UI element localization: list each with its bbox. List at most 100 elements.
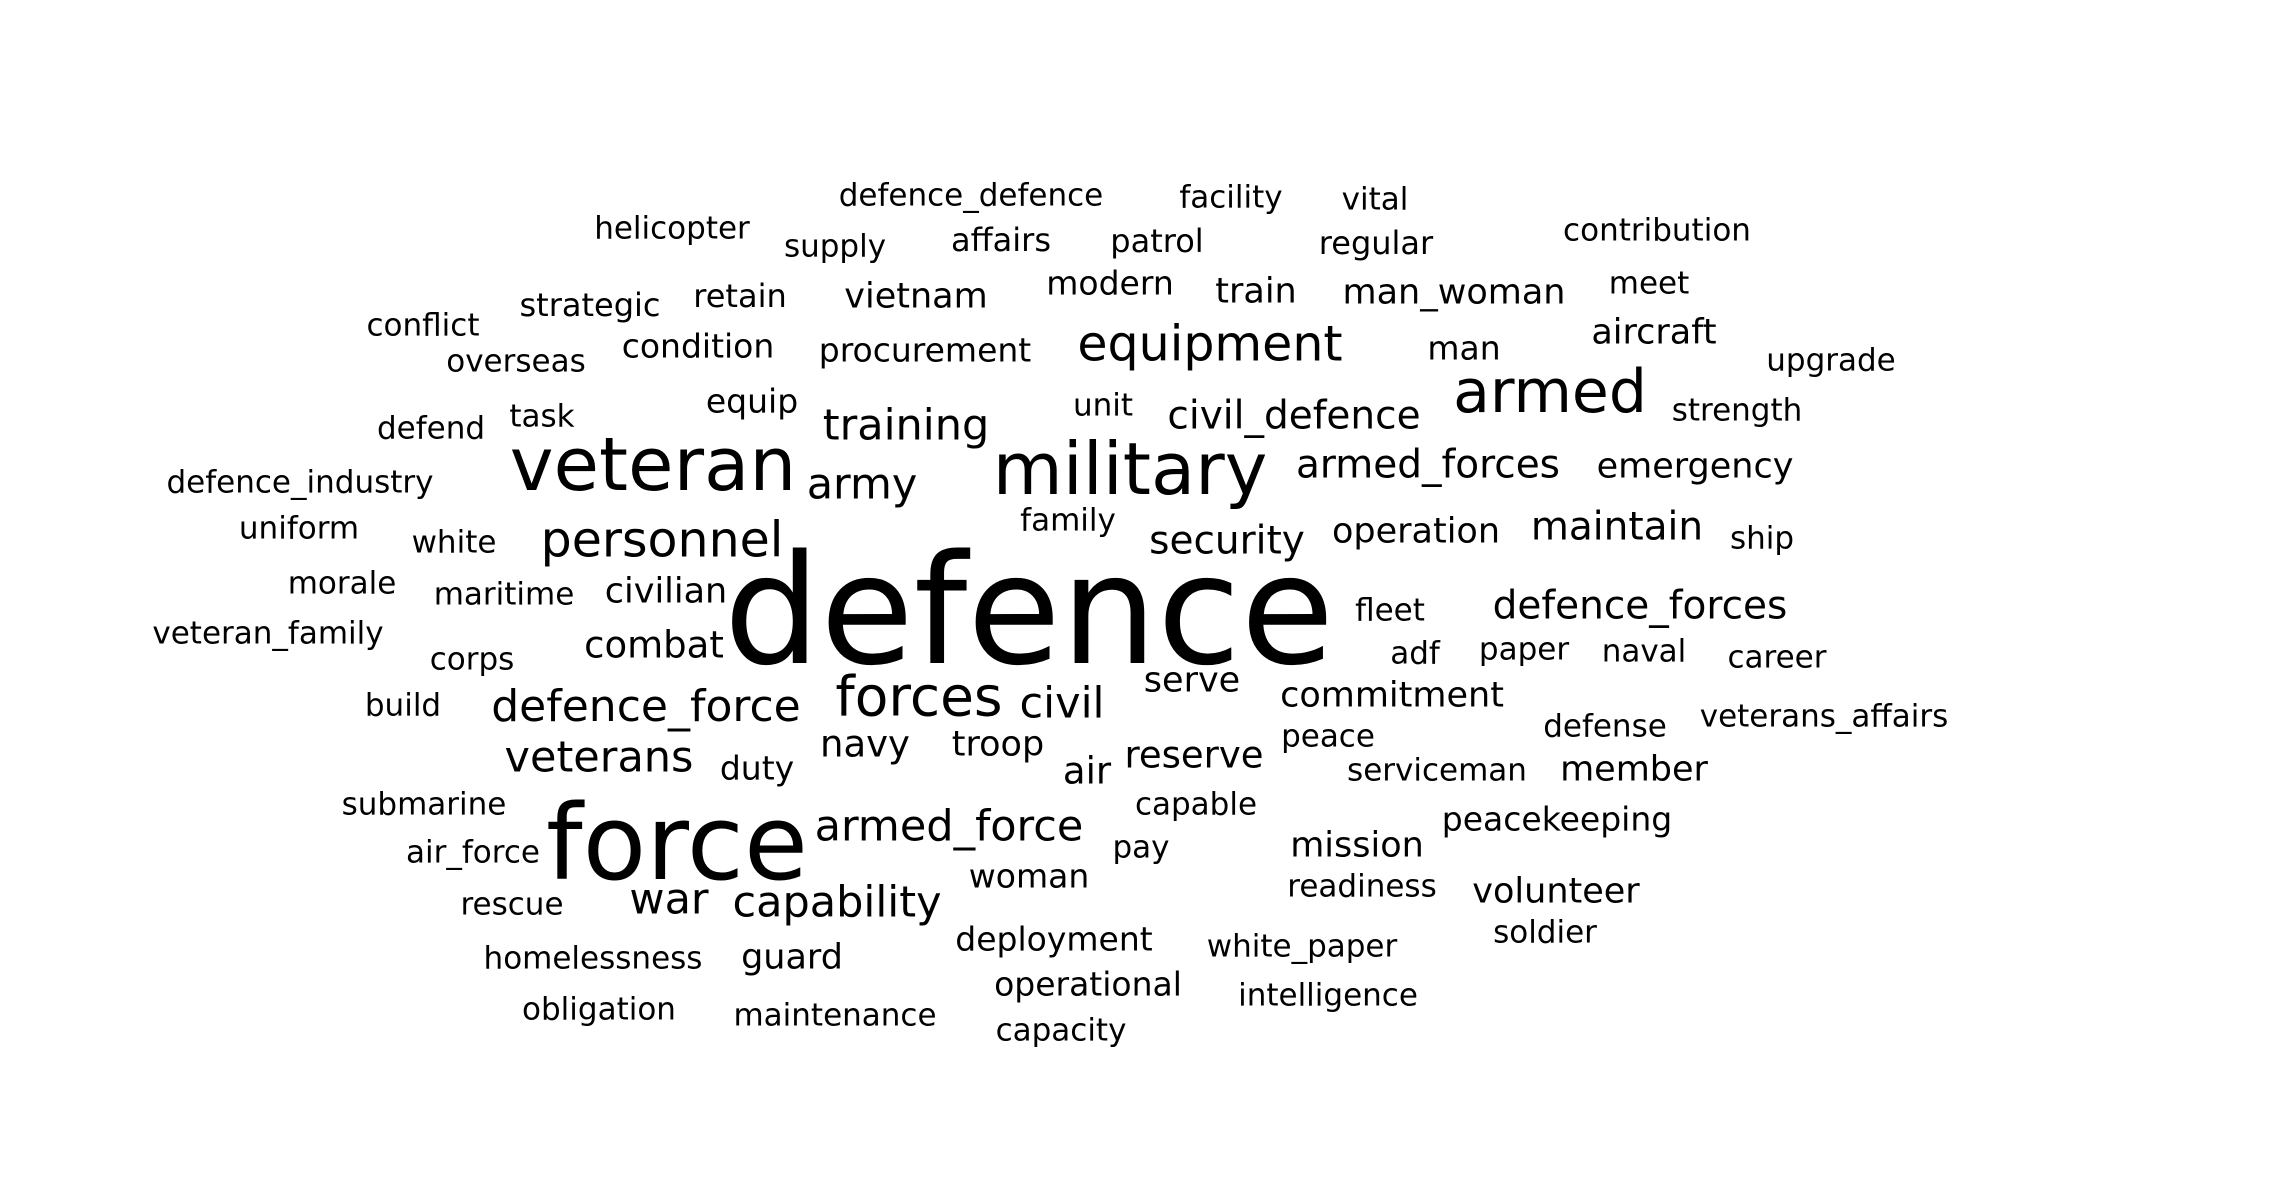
word-civil-defence: civil_defence: [1167, 393, 1421, 439]
word-condition: condition: [621, 326, 775, 366]
word-morale: morale: [287, 565, 397, 602]
word-unit: unit: [1072, 387, 1134, 424]
word-equip: equip: [705, 381, 799, 421]
word-homelessness: homelessness: [483, 940, 703, 977]
word-vietnam: vietnam: [844, 276, 988, 317]
word-troop: troop: [951, 724, 1045, 765]
word-woman: woman: [968, 856, 1090, 896]
word-personnel: personnel: [540, 511, 784, 569]
word-fleet: fleet: [1355, 592, 1425, 629]
word-capable: capable: [1134, 786, 1258, 823]
word-forces: forces: [835, 664, 1003, 729]
word-veteran: veteran: [509, 422, 797, 508]
word-capacity: capacity: [995, 1012, 1127, 1049]
word-pay: pay: [1112, 829, 1170, 866]
word-defence-forces: defence_forces: [1492, 583, 1788, 629]
word-reserve: reserve: [1124, 733, 1264, 777]
word-defense: defense: [1543, 708, 1667, 745]
word-strength: strength: [1671, 392, 1803, 429]
word-adf: adf: [1390, 635, 1440, 672]
word-ship: ship: [1729, 520, 1795, 557]
word-facility: facility: [1179, 179, 1283, 216]
word-guard: guard: [741, 937, 843, 978]
word-vital: vital: [1341, 181, 1409, 218]
word-overseas: overseas: [446, 343, 586, 380]
word-paper: paper: [1478, 631, 1570, 668]
word-duty: duty: [719, 748, 795, 788]
word-soldier: soldier: [1493, 914, 1597, 951]
word-security: security: [1149, 518, 1305, 564]
word-army: army: [806, 459, 918, 510]
word-uniform: uniform: [238, 510, 360, 547]
word-navy: navy: [820, 722, 910, 766]
word-regular: regular: [1318, 224, 1434, 262]
word-defence-industry: defence_industry: [166, 464, 434, 501]
word-war: war: [629, 874, 709, 925]
word-defence: defence: [723, 522, 1335, 699]
word-equipment: equipment: [1077, 315, 1343, 373]
word-training: training: [822, 400, 990, 451]
word-submarine: submarine: [341, 786, 507, 823]
word-civil: civil: [1019, 678, 1105, 729]
word-naval: naval: [1601, 633, 1687, 670]
word-readiness: readiness: [1287, 868, 1437, 905]
word-intelligence: intelligence: [1238, 977, 1418, 1014]
word-maritime: maritime: [433, 576, 575, 613]
word-obligation: obligation: [522, 991, 676, 1028]
word-strategic: strategic: [519, 286, 661, 324]
word-member: member: [1560, 749, 1708, 790]
word-task: task: [509, 398, 575, 435]
word-patrol: patrol: [1110, 222, 1204, 260]
word-meet: meet: [1608, 265, 1690, 302]
word-combat: combat: [584, 623, 724, 667]
word-conflict: conflict: [366, 307, 480, 344]
word-upgrade: upgrade: [1766, 342, 1896, 379]
word-modern: modern: [1046, 263, 1174, 303]
word-air: air: [1062, 749, 1112, 793]
word-operation: operation: [1331, 511, 1501, 552]
word-veteran-family: veteran_family: [152, 615, 384, 652]
word-commitment: commitment: [1280, 675, 1504, 716]
word-peacekeeping: peacekeeping: [1441, 799, 1673, 839]
word-aircraft: aircraft: [1591, 312, 1717, 353]
word-armed-forces: armed_forces: [1295, 442, 1561, 488]
word-veterans: veterans: [504, 732, 694, 783]
word-affairs: affairs: [951, 221, 1051, 259]
word-train: train: [1215, 271, 1297, 312]
word-procurement: procurement: [818, 330, 1032, 370]
word-capability: capability: [732, 877, 942, 928]
word-contribution: contribution: [1563, 212, 1751, 249]
word-man-woman: man_woman: [1342, 272, 1566, 313]
word-maintain: maintain: [1530, 504, 1704, 550]
word-career: career: [1727, 639, 1827, 676]
word-mission: mission: [1290, 825, 1424, 866]
word-man: man: [1427, 328, 1501, 368]
word-emergency: emergency: [1596, 446, 1794, 487]
word-armed: armed: [1453, 357, 1647, 427]
word-family: family: [1020, 502, 1116, 539]
word-white: white: [411, 524, 497, 561]
word-civilian: civilian: [604, 571, 728, 612]
word-supply: supply: [783, 228, 887, 265]
word-helicopter: helicopter: [594, 210, 750, 247]
word-maintenance: maintenance: [733, 997, 937, 1034]
word-deployment: deployment: [955, 919, 1153, 959]
word-defence-force: defence_force: [491, 681, 801, 732]
word-rescue: rescue: [460, 886, 564, 923]
word-build: build: [364, 687, 442, 724]
word-force: force: [546, 782, 808, 904]
word-air-force: air_force: [406, 834, 540, 871]
word-serve: serve: [1143, 660, 1241, 701]
word-veterans-affairs: veterans_affairs: [1699, 698, 1949, 735]
word-serviceman: serviceman: [1347, 752, 1527, 789]
word-defend: defend: [376, 410, 486, 447]
word-peace: peace: [1281, 718, 1375, 755]
word-defence-defence: defence_defence: [838, 177, 1104, 214]
word-volunteer: volunteer: [1472, 871, 1640, 912]
word-military: military: [992, 427, 1268, 511]
word-armed-force: armed_force: [814, 801, 1084, 852]
word-retain: retain: [693, 277, 787, 315]
word-corps: corps: [429, 641, 515, 678]
word-operational: operational: [994, 964, 1182, 1004]
